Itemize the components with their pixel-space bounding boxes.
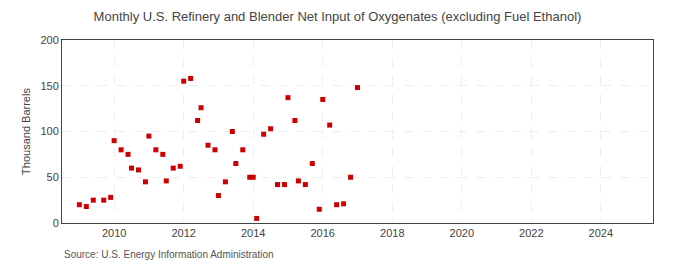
svg-text:2020: 2020 xyxy=(450,227,474,239)
svg-text:2024: 2024 xyxy=(589,227,613,239)
svg-text:2010: 2010 xyxy=(102,227,126,239)
svg-text:2016: 2016 xyxy=(310,227,334,239)
svg-text:Thousand Barrels: Thousand Barrels xyxy=(20,88,32,175)
svg-text:200: 200 xyxy=(40,34,58,46)
svg-text:150: 150 xyxy=(40,80,58,92)
svg-text:100: 100 xyxy=(40,125,58,137)
svg-text:2012: 2012 xyxy=(171,227,195,239)
svg-text:Monthly U.S. Refinery and Blen: Monthly U.S. Refinery and Blender Net In… xyxy=(94,9,582,24)
svg-text:0: 0 xyxy=(53,217,59,229)
svg-text:50: 50 xyxy=(47,171,59,183)
svg-text:Source: U.S. Energy Informatio: Source: U.S. Energy Information Administ… xyxy=(64,249,274,260)
svg-text:2018: 2018 xyxy=(380,227,404,239)
svg-text:2014: 2014 xyxy=(241,227,265,239)
svg-text:2022: 2022 xyxy=(519,227,543,239)
